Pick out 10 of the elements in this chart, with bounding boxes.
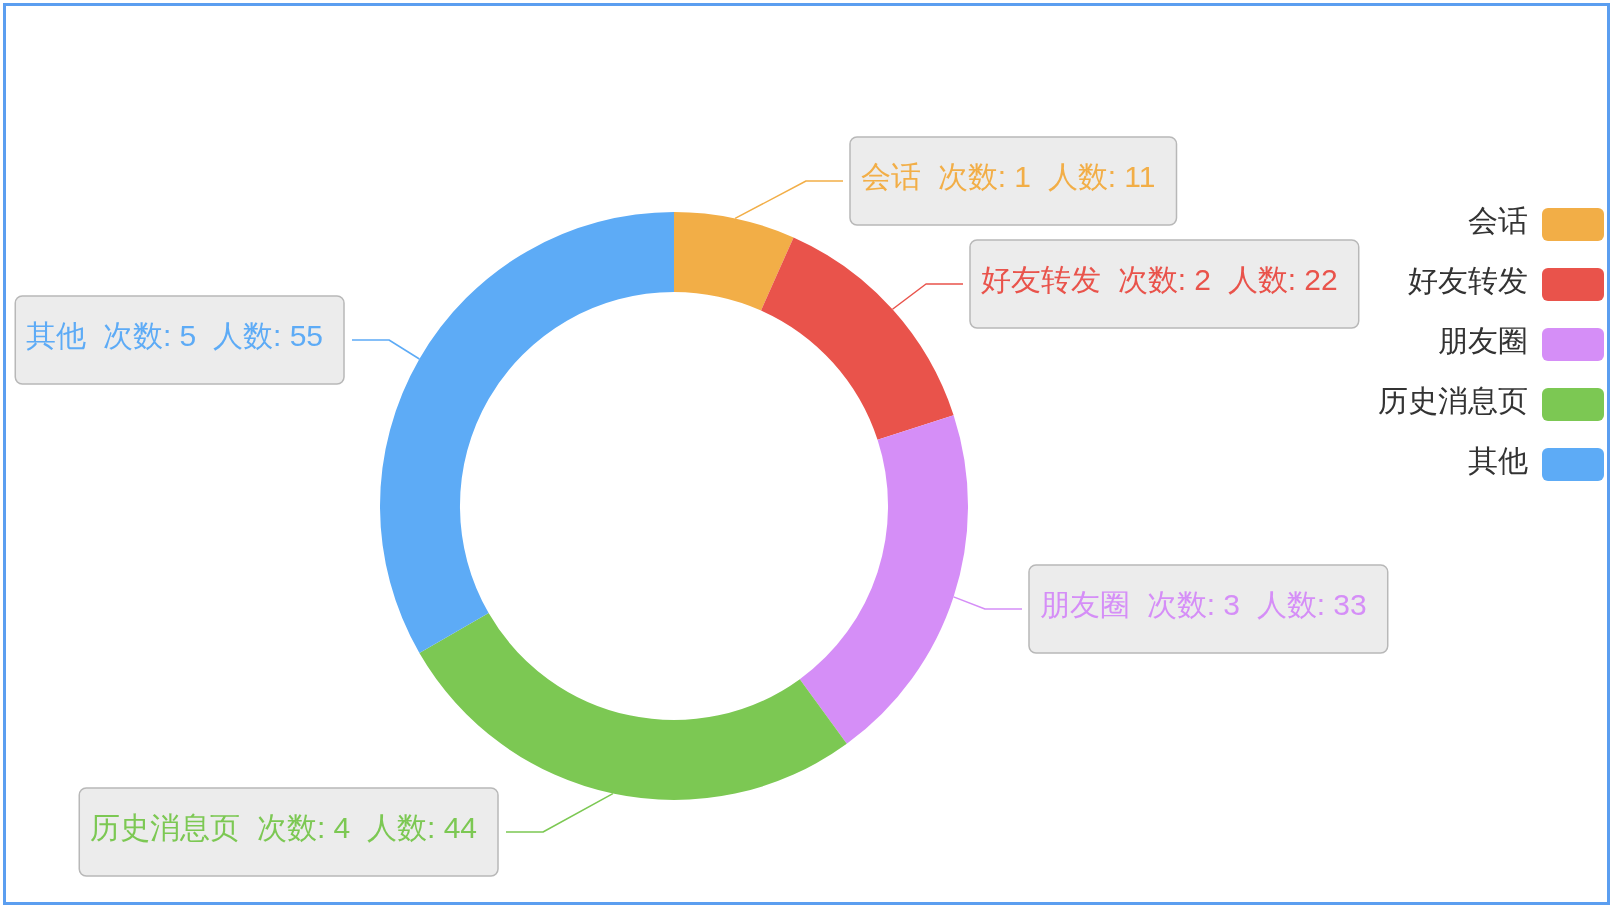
data-label: 其他 次数: 5 人数: 55 bbox=[26, 319, 323, 353]
data-label: 好友转发 次数: 2 人数: 22 bbox=[981, 263, 1338, 297]
legend-label: 朋友圈 bbox=[1438, 324, 1528, 358]
data-label: 会话 次数: 1 人数: 11 bbox=[861, 160, 1156, 194]
legend-label: 会话 bbox=[1468, 204, 1528, 238]
legend-label: 其他 bbox=[1468, 444, 1528, 478]
legend-label: 历史消息页 bbox=[1378, 384, 1528, 418]
legend-label: 好友转发 bbox=[1408, 264, 1528, 298]
data-label: 历史消息页 次数: 4 人数: 44 bbox=[90, 811, 477, 845]
data-label: 朋友圈 次数: 3 人数: 33 bbox=[1040, 588, 1367, 622]
